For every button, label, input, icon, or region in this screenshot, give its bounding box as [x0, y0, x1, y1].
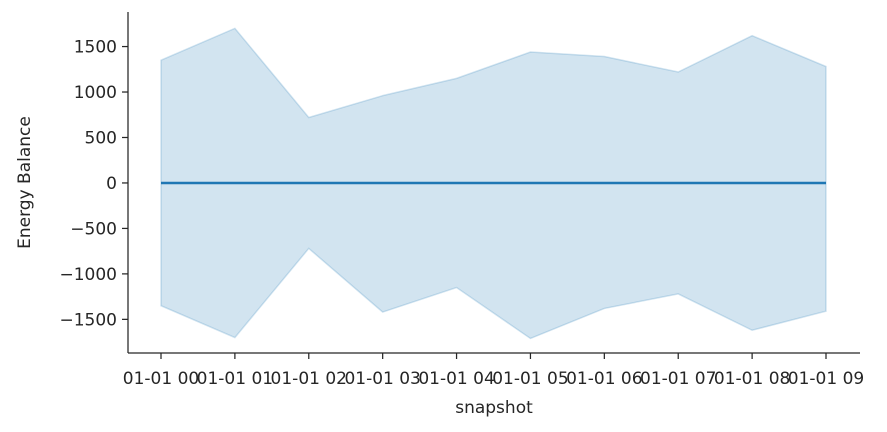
x-axis-title: snapshot	[455, 398, 533, 418]
x-tick-label: 01-01 01	[197, 369, 273, 389]
y-tick-label: 1000	[74, 83, 117, 103]
y-tick-label: 0	[106, 174, 117, 194]
y-tick-label: −1500	[59, 310, 117, 330]
y-tick-label: 500	[85, 128, 117, 148]
x-tick-label: 01-01 06	[566, 369, 642, 389]
x-tick-label: 01-01 08	[714, 369, 790, 389]
y-tick-label: 1500	[74, 38, 117, 58]
x-tick-label: 01-01 05	[492, 369, 568, 389]
x-tick-label: 01-01 00	[123, 369, 199, 389]
x-tick-label: 01-01 03	[344, 369, 420, 389]
x-tick-label: 01-01 07	[640, 369, 716, 389]
y-tick-label: −1000	[59, 265, 117, 285]
y-tick-label: −500	[70, 219, 117, 239]
x-tick-label: 01-01 02	[271, 369, 347, 389]
x-tick-label: 01-01 09	[788, 369, 864, 389]
y-axis-title: Energy Balance	[15, 116, 35, 249]
x-tick-label: 01-01 04	[418, 369, 494, 389]
y-ticks: 1500 1000 500 0 −500 −1000 −1500	[59, 38, 128, 330]
